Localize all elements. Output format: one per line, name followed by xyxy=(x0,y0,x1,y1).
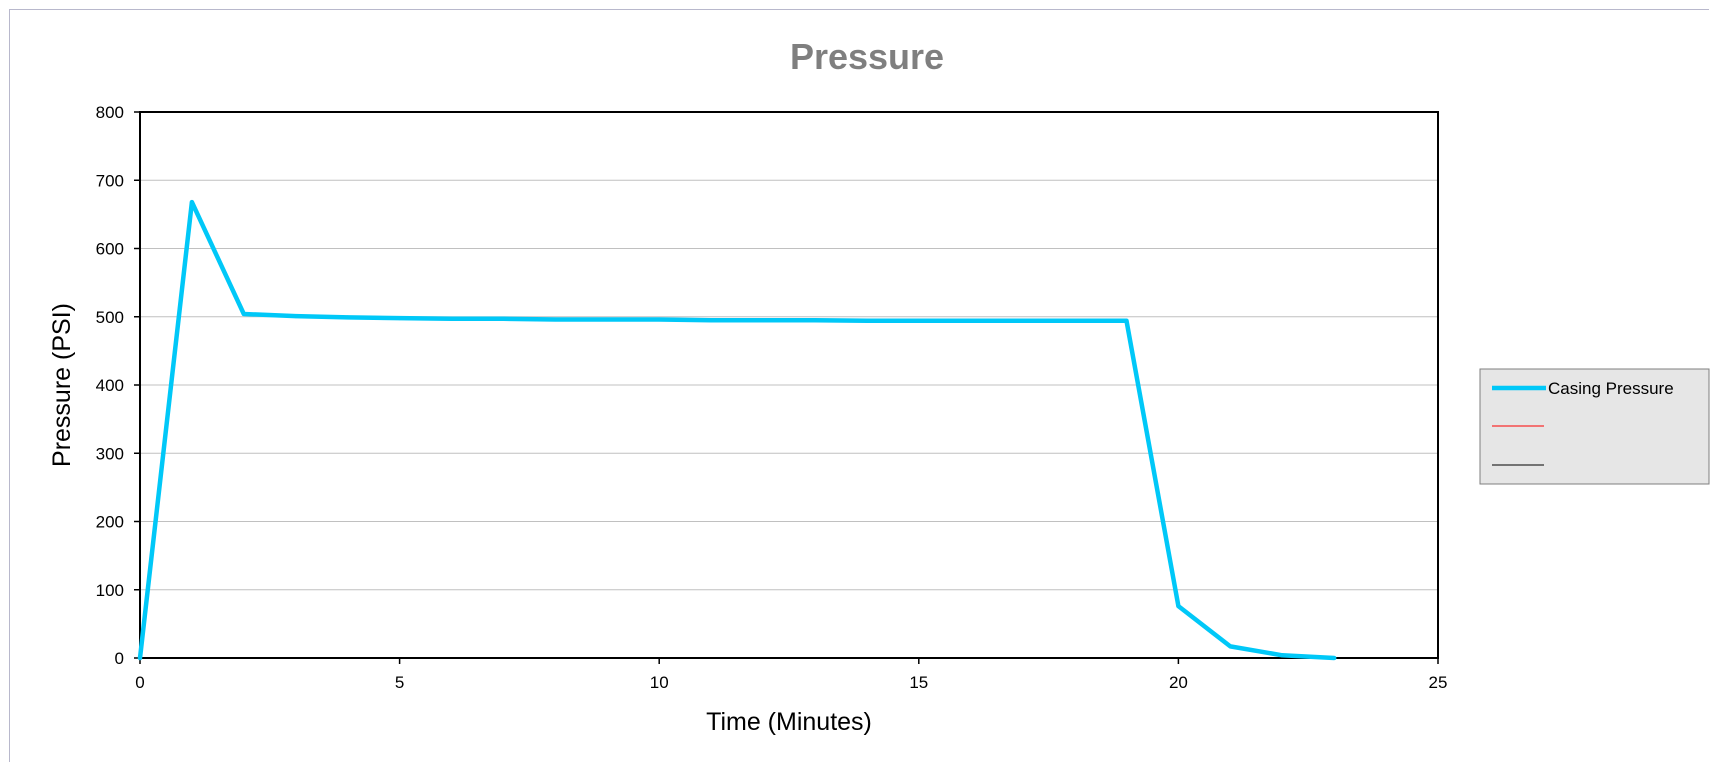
data-point xyxy=(916,318,921,323)
y-tick-label: 800 xyxy=(96,103,124,122)
data-point xyxy=(657,317,662,322)
data-point xyxy=(241,312,246,317)
x-tick-label: 0 xyxy=(135,673,144,692)
x-axis-ticks: 0 5 10 15 20 25 xyxy=(135,658,1447,692)
data-point xyxy=(968,318,973,323)
legend: Casing Pressure xyxy=(1479,368,1710,485)
data-point xyxy=(1020,318,1025,323)
x-tick-label: 15 xyxy=(909,673,928,692)
y-tick-label: 100 xyxy=(96,581,124,600)
chart-title: Pressure xyxy=(790,36,944,77)
data-point xyxy=(138,656,142,660)
y-tick-label: 200 xyxy=(96,513,124,532)
data-point xyxy=(605,317,610,322)
data-point xyxy=(1124,318,1129,323)
data-point xyxy=(397,316,402,321)
data-point xyxy=(709,318,714,323)
data-point xyxy=(1176,604,1181,609)
y-tick-label: 300 xyxy=(96,444,124,463)
data-point xyxy=(761,318,766,323)
x-tick-label: 20 xyxy=(1169,673,1188,692)
y-tick-label: 0 xyxy=(115,649,124,668)
y-axis-title: Pressure (PSI) xyxy=(48,303,76,467)
data-point xyxy=(1332,656,1337,660)
y-tick-label: 700 xyxy=(96,171,124,190)
data-point xyxy=(1072,318,1077,323)
data-point xyxy=(293,314,298,319)
y-tick-label: 500 xyxy=(96,308,124,327)
plot-area xyxy=(139,111,1439,659)
data-point xyxy=(812,318,817,323)
series-layer xyxy=(137,199,1337,661)
data-point xyxy=(553,317,558,322)
x-tick-label: 5 xyxy=(395,673,404,692)
data-point xyxy=(189,200,194,205)
data-point xyxy=(449,316,454,321)
x-axis-title: Time (Minutes) xyxy=(706,708,872,736)
series-line-casing-pressure xyxy=(137,199,1337,661)
legend-label: Casing Pressure xyxy=(1548,379,1674,398)
y-tick-label: 600 xyxy=(96,240,124,259)
gridlines xyxy=(140,179,1438,591)
y-tick-label: 400 xyxy=(96,376,124,395)
x-tick-label: 25 xyxy=(1429,673,1448,692)
data-point xyxy=(501,316,506,321)
data-point xyxy=(1228,644,1233,649)
y-axis-ticks: 0 100 200 300 400 500 600 700 800 xyxy=(96,103,140,668)
data-point xyxy=(864,318,869,323)
data-point xyxy=(1280,653,1285,658)
data-point xyxy=(345,315,350,320)
x-tick-label: 10 xyxy=(650,673,669,692)
